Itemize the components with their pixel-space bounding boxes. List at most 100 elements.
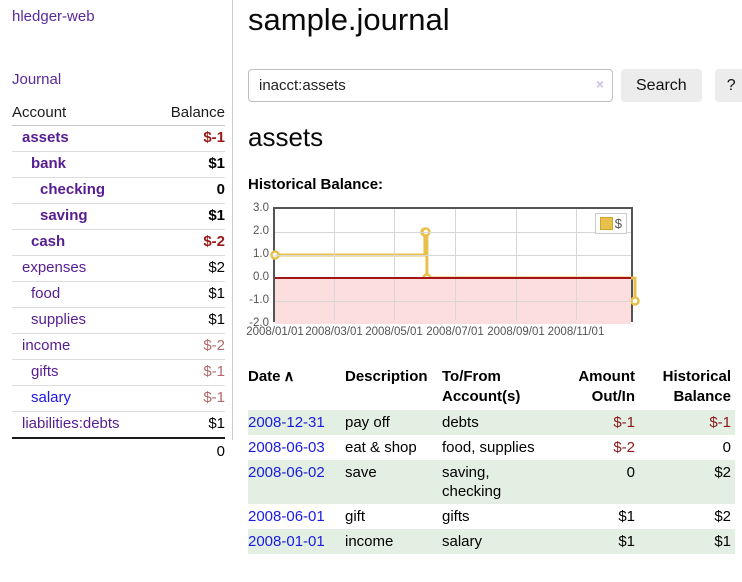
balance-column-header-txn: Historical Balance	[662, 368, 731, 405]
transactions-table: Date ∧ Description To/From Account(s) Amo…	[248, 365, 735, 554]
search-button[interactable]: Search	[621, 69, 702, 102]
account-link[interactable]: salary	[31, 389, 72, 406]
x-gridline	[394, 209, 395, 320]
description-cell: save	[345, 464, 377, 481]
account-balance: $-1	[153, 359, 225, 386]
legend-swatch-icon	[599, 217, 613, 230]
y-axis-tick-label: 3.0	[253, 202, 269, 214]
x-gridline	[334, 209, 335, 320]
balance-cell: $2	[714, 464, 731, 481]
transaction-row[interactable]: 2008-01-01 income salary $1 $1	[248, 529, 735, 554]
account-link[interactable]: income	[22, 337, 71, 354]
account-row: salary $-1	[12, 385, 225, 412]
transaction-row[interactable]: 2008-06-02 save saving, checking 0 $2	[248, 460, 735, 504]
date-link-cell: 2008-01-01	[248, 529, 345, 554]
sort-ascending-icon: ∧	[283, 368, 295, 385]
x-axis-tick-label: 2008/01/01	[246, 326, 304, 338]
account-row: cash $-2	[12, 229, 225, 256]
account-total-row: 0	[12, 437, 225, 465]
accounts-cell: saving, checking	[442, 464, 502, 500]
transaction-rows: 2008-12-31 pay off debts $-1 $-1 2008-06-03 ea…	[248, 410, 735, 554]
amount-column-header: Amount Out/In	[578, 368, 635, 405]
date-link[interactable]: 2008-06-02	[248, 464, 325, 481]
help-button[interactable]: ?	[714, 69, 742, 102]
account-link[interactable]: cash	[31, 233, 66, 250]
amount-cell: $1	[618, 508, 635, 525]
account-link[interactable]: food	[31, 285, 61, 302]
accounts-column-header: To/From Account(s)	[442, 368, 521, 405]
description-column-header: Description	[345, 368, 428, 385]
transaction-row[interactable]: 2008-12-31 pay off debts $-1 $-1	[248, 410, 735, 435]
account-balance: $-1	[153, 125, 225, 152]
total-spacer	[12, 437, 154, 465]
x-axis-tick-label: 2008/09/01	[487, 326, 545, 338]
accounts-cell: food, supplies	[442, 439, 535, 456]
balance-column-header: Balance	[153, 101, 225, 126]
y-gridline	[275, 301, 631, 302]
amount-cell: $-1	[613, 414, 635, 431]
balance-cell: $1	[714, 533, 731, 550]
transaction-row[interactable]: 2008-06-01 gift gifts $1 $2	[248, 504, 735, 529]
chart-legend: $	[594, 213, 627, 234]
account-link[interactable]: gifts	[31, 363, 59, 380]
account-link[interactable]: assets	[22, 129, 69, 146]
account-column-header: Account	[12, 101, 154, 126]
account-link[interactable]: liabilities:debts	[22, 415, 120, 432]
sidebar-divider	[232, 0, 233, 440]
clear-search-icon[interactable]: ×	[595, 76, 604, 92]
date-link[interactable]: 2008-06-03	[248, 439, 325, 456]
y-axis-tick-label: 0.0	[253, 271, 269, 283]
account-link[interactable]: bank	[31, 155, 67, 172]
date-link[interactable]: 2008-12-31	[248, 414, 325, 431]
account-link[interactable]: expenses	[22, 259, 87, 276]
historical-balance-chart: 3.0 2.0 1.0 0.0 -1.0 -2.0 2008/01/01 2008/03/01…	[246, 202, 640, 338]
date-link[interactable]: 2008-06-01	[248, 508, 325, 525]
zero-line	[275, 277, 631, 279]
search-form: × Search ?	[248, 69, 742, 102]
account-link[interactable]: saving	[40, 207, 88, 224]
chart-plot-area[interactable]: 3.0 2.0 1.0 0.0 -1.0 -2.0 2008/01/01 2008/03/01…	[246, 202, 640, 338]
legend-label: $	[614, 216, 622, 231]
date-link-cell: 2008-12-31	[248, 410, 345, 435]
account-link[interactable]: checking	[40, 181, 106, 198]
account-row: income $-2	[12, 333, 225, 360]
account-balance: $1	[153, 151, 225, 178]
amount-cell: 0	[626, 464, 635, 481]
date-link[interactable]: 2008-01-01	[248, 533, 325, 550]
transaction-row[interactable]: 2008-06-03 eat & shop food, supplies $-2 0	[248, 435, 735, 460]
accounts-cell: gifts	[442, 508, 470, 525]
y-axis-tick-label: 2.0	[253, 225, 269, 237]
data-point-marker[interactable]	[630, 296, 640, 306]
x-gridline	[576, 209, 577, 320]
balance-cell: 0	[722, 439, 731, 456]
account-balance: $-1	[153, 385, 225, 412]
account-balance: $1	[153, 307, 225, 334]
account-row: saving $1	[12, 203, 225, 230]
account-link[interactable]: supplies	[31, 311, 87, 328]
y-axis-tick-label: -1.0	[249, 294, 269, 306]
transactions-header-row: Date ∧ Description To/From Account(s) Amo…	[248, 365, 735, 410]
account-row: expenses $2	[12, 255, 225, 282]
date-link-cell: 2008-06-01	[248, 504, 345, 529]
description-cell: eat & shop	[345, 439, 417, 456]
app-title-link[interactable]: hledger-web	[12, 8, 95, 25]
account-balance: $1	[153, 281, 225, 308]
y-axis-tick-label: 1.0	[253, 248, 269, 260]
balance-cell: $2	[714, 508, 731, 525]
y-gridline	[275, 255, 631, 256]
date-link-cell: 2008-06-03	[248, 435, 345, 460]
account-table-header: Account Balance	[12, 101, 225, 126]
account-balance: $1	[153, 411, 225, 439]
account-row: gifts $-1	[12, 359, 225, 386]
account-balance-table: Account Balance assets $-1 bank $1 checking 0…	[12, 101, 225, 465]
account-row: supplies $1	[12, 307, 225, 334]
y-gridline	[275, 232, 631, 233]
date-column-header[interactable]: Date ∧	[248, 368, 295, 385]
x-gridline	[516, 209, 517, 320]
page-title: sample.journal	[248, 2, 450, 37]
amount-cell: $-2	[613, 439, 635, 456]
account-balance: $-2	[153, 333, 225, 360]
sidebar-item-journal[interactable]: Journal	[12, 71, 62, 88]
date-link-cell: 2008-06-02	[248, 460, 345, 504]
search-input[interactable]	[248, 69, 613, 102]
